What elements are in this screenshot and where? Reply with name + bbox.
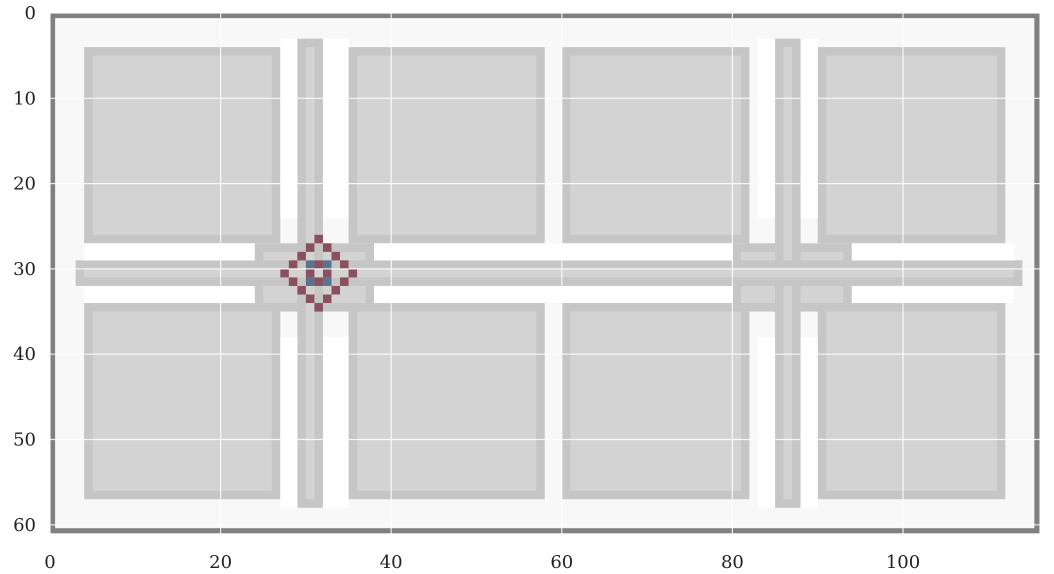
lane-5	[800, 38, 818, 218]
vehicle-cell-10	[322, 268, 332, 278]
y-tick-label-0: 0	[25, 3, 36, 24]
block-4	[92, 311, 272, 491]
block-6	[570, 311, 741, 491]
vehicle-cell-19	[314, 303, 323, 312]
vehicle-cell-7	[340, 260, 349, 269]
lane-10	[374, 243, 733, 261]
vehicle-cell-16	[331, 285, 341, 295]
vehicle-cell-3	[297, 251, 306, 261]
lane-8	[84, 243, 255, 261]
vehicle-cell-6	[314, 260, 323, 269]
vehicle-cell-8	[280, 268, 289, 278]
y-tick-label-4: 40	[13, 344, 36, 365]
lane-11	[374, 285, 733, 304]
vehicle-cell-15	[297, 285, 306, 295]
vehicle-window-cell-3	[322, 277, 332, 286]
vehicle-cell-1	[305, 243, 315, 252]
lane-6	[757, 337, 776, 508]
x-tick-label-5: 100	[886, 552, 920, 573]
vehicle-window-cell-2	[305, 277, 315, 286]
lane-13	[851, 285, 1014, 304]
vehicle-cell-9	[305, 268, 315, 278]
x-tick-label-0: 0	[44, 552, 55, 573]
y-tick-label-6: 60	[13, 515, 36, 536]
lane-1	[322, 38, 349, 218]
vehicle-cell-14	[340, 277, 349, 286]
y-tick-label-1: 10	[13, 88, 36, 109]
lane-7	[800, 337, 818, 508]
map-cells	[75, 38, 1023, 508]
vehicle-cell-12	[288, 277, 298, 286]
block-7	[826, 311, 997, 491]
grid-lines	[49, 12, 1040, 534]
block-3	[826, 55, 997, 235]
y-tick-label-3: 30	[13, 259, 36, 280]
y-tick-label-2: 20	[13, 174, 36, 195]
vehicle-marker	[280, 234, 358, 312]
x-tick-label-1: 20	[209, 552, 232, 573]
vehicle-cell-4	[331, 251, 341, 261]
vehicle-cell-2	[322, 243, 332, 252]
block-2	[570, 55, 741, 235]
vehicle-cell-11	[348, 268, 358, 278]
tick-labels: 0 20 40 60 80 100 0 10 20 30 40 50 60	[13, 3, 920, 573]
vehicle-cell-17	[305, 294, 315, 304]
vehicle-cell-13	[314, 277, 323, 286]
y-tick-label-5: 50	[13, 430, 36, 451]
vehicle-cell-5	[288, 260, 298, 269]
lane-12	[851, 243, 1014, 261]
vehicle-window-cell-0	[305, 260, 315, 269]
lane-3	[322, 337, 349, 508]
block-0	[92, 55, 272, 235]
x-tick-label-4: 80	[721, 552, 744, 573]
vehicle-cell-0	[314, 234, 323, 244]
block-5	[357, 311, 537, 491]
block-1	[357, 55, 537, 235]
connector-2	[84, 268, 1014, 278]
lane-4	[757, 38, 776, 218]
x-tick-label-2: 40	[380, 552, 403, 573]
vehicle-cell-18	[322, 294, 332, 304]
vehicle-window-cell-1	[322, 260, 332, 269]
lane-9	[84, 285, 255, 304]
x-tick-label-3: 60	[550, 552, 573, 573]
lane-2	[280, 337, 298, 508]
lane-0	[280, 38, 298, 218]
